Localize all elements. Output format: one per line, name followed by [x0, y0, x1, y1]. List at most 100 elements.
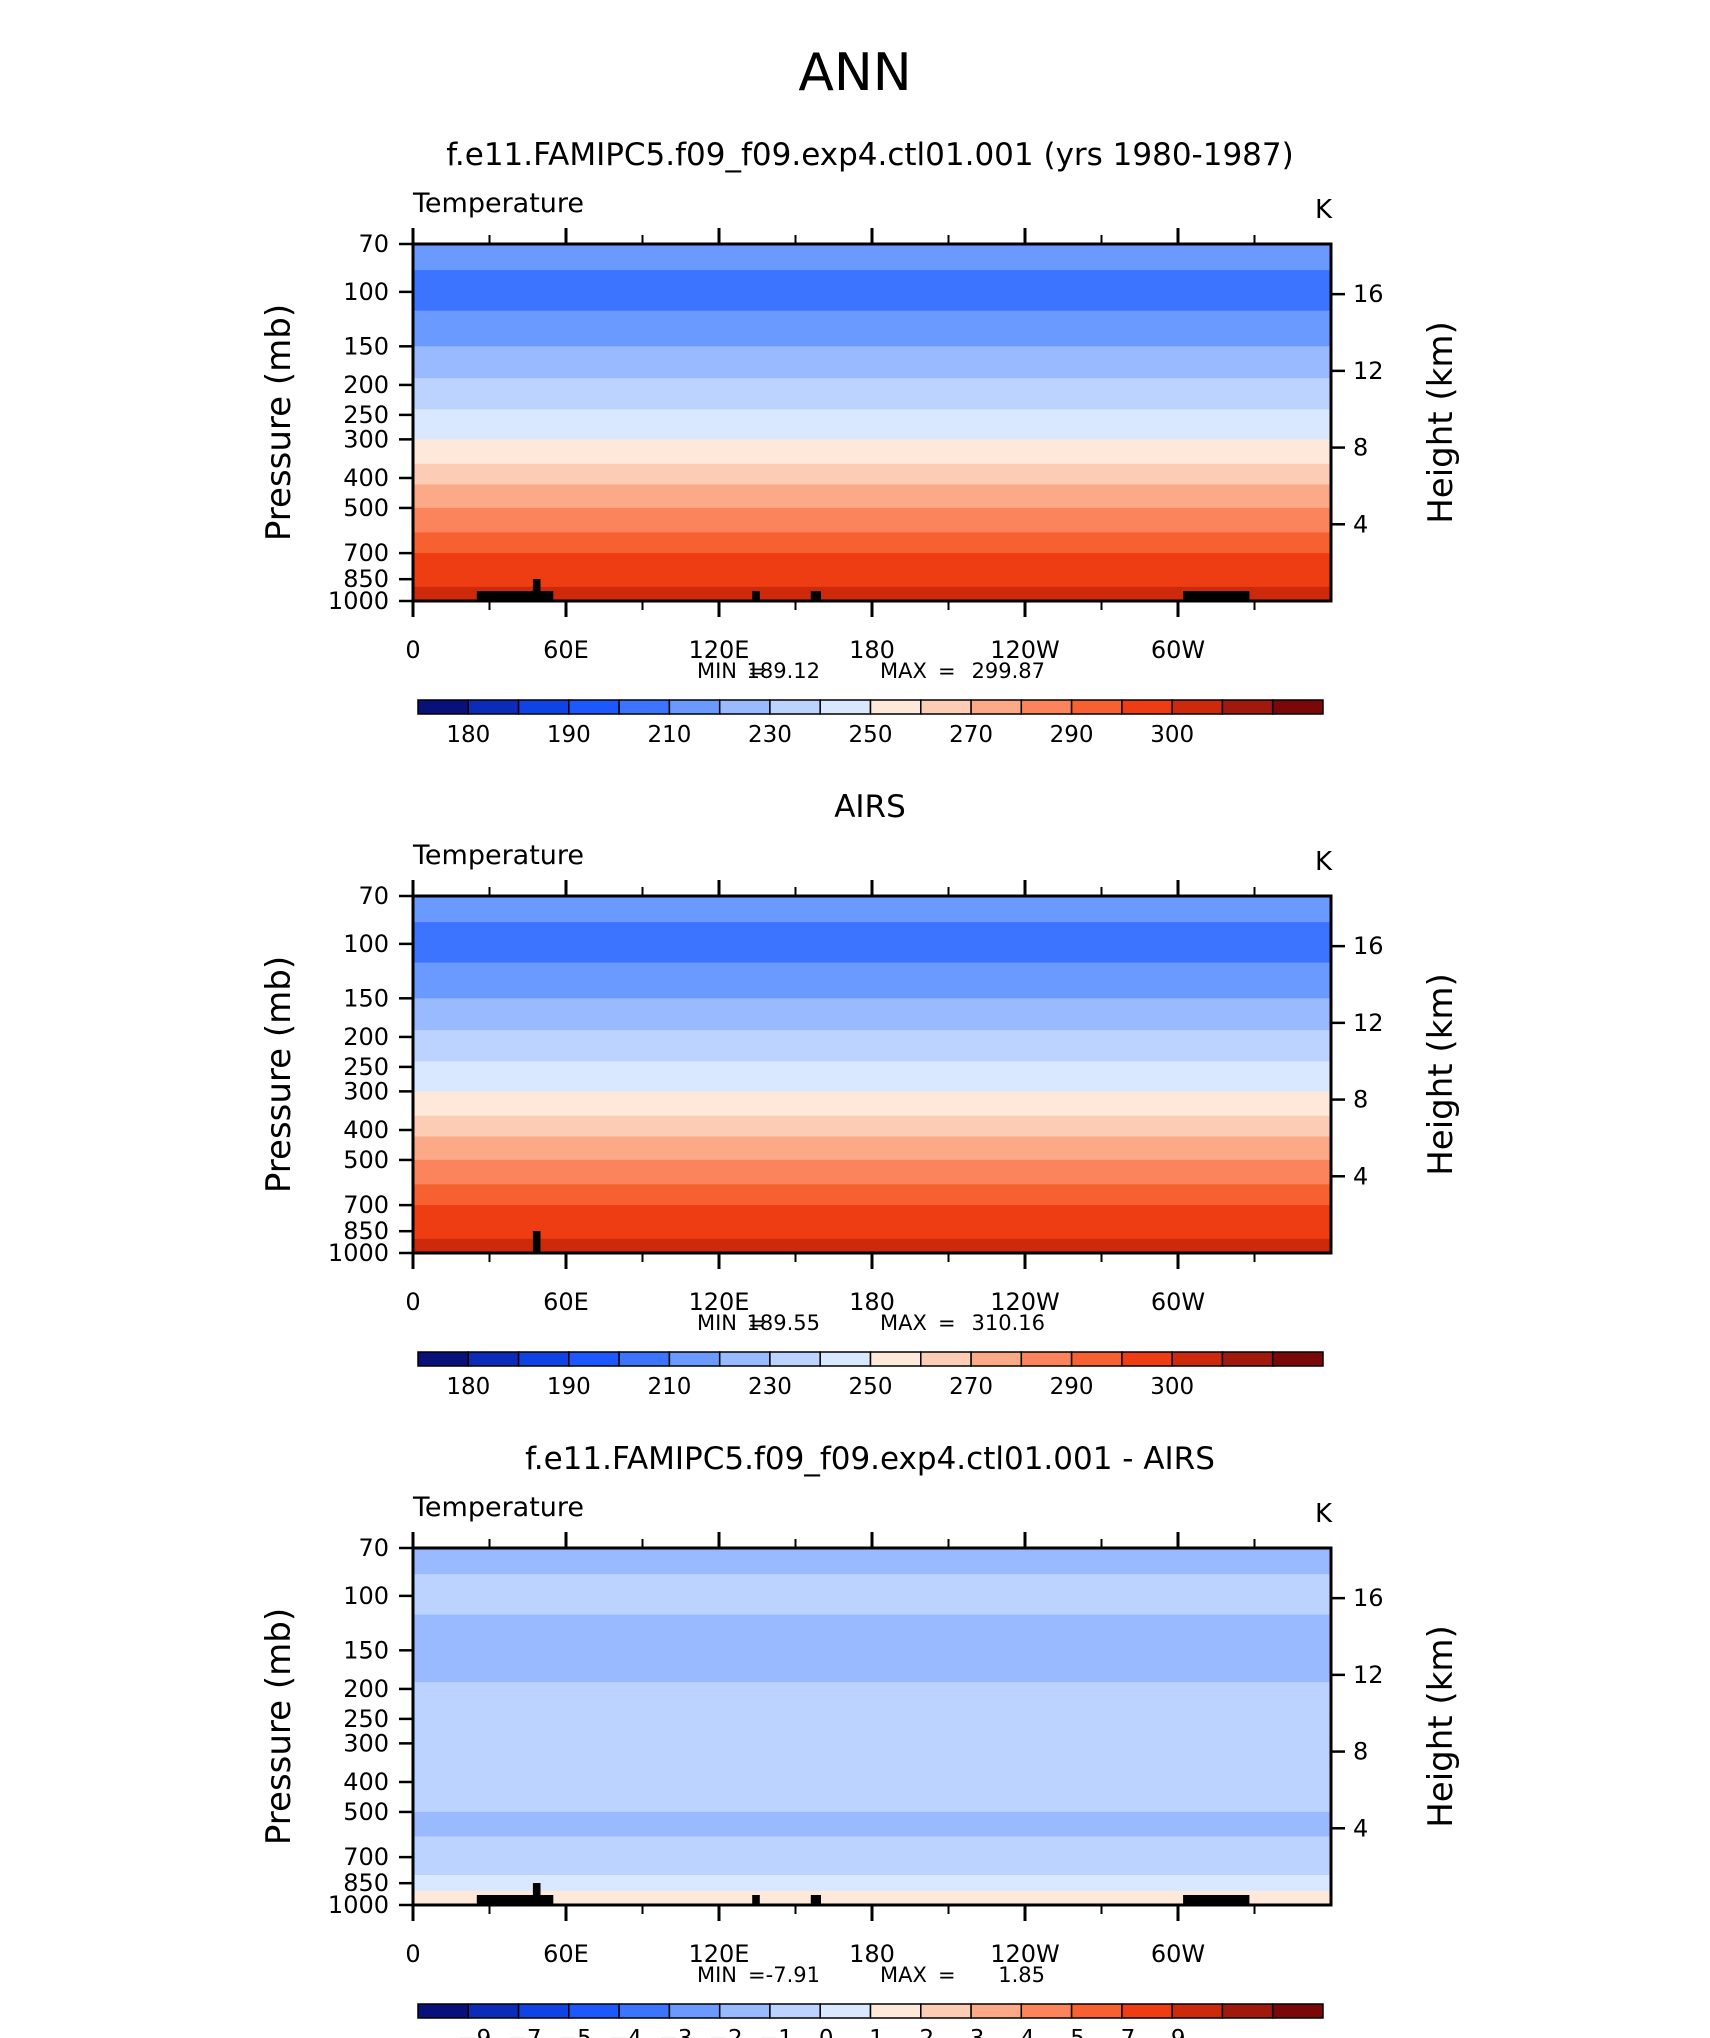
- colorbar-swatch: [970, 699, 1023, 715]
- contour-band: [413, 962, 1331, 999]
- contour-band: [413, 484, 1331, 509]
- variable-label: Temperature: [412, 1492, 584, 1523]
- y-tick-label-left: 400: [343, 1768, 389, 1796]
- contour-band: [413, 270, 1331, 293]
- stat-max-value: 1.85: [998, 1963, 1045, 1987]
- stat-max-label: MAX: [880, 1311, 927, 1335]
- colorbar-label: 190: [547, 1374, 591, 1400]
- y-tick-label-left: 1000: [328, 1239, 389, 1267]
- colorbar-label: 270: [949, 722, 993, 748]
- colorbar-swatch: [467, 699, 520, 715]
- colorbar-swatch: [1020, 2003, 1073, 2019]
- y-tick-label-left: 250: [343, 1053, 389, 1081]
- colorbar-label: 9: [1171, 2026, 1186, 2038]
- topography-block: [1183, 591, 1250, 601]
- x-tick-label: 120E: [689, 1288, 750, 1316]
- y-axis-title-left: Pressure (mb): [259, 304, 299, 541]
- contour-band: [413, 1713, 1331, 1744]
- colorbar-swatch: [718, 1351, 771, 1367]
- contour-band: [413, 1091, 1331, 1117]
- contour-band: [413, 1890, 1331, 1906]
- colorbar-label: 230: [748, 1374, 792, 1400]
- topography-block: [532, 1231, 541, 1253]
- stat-max-label: MAX: [880, 659, 927, 683]
- contour-band: [413, 1650, 1331, 1683]
- y-tick-label-left: 500: [343, 494, 389, 522]
- chart-panel: AIRS Temperature K 0 60E 120E 180 120W 60W 70 100 1…: [259, 789, 1461, 1400]
- colorbar-label: 190: [547, 722, 591, 748]
- topography-block: [810, 1895, 821, 1905]
- stat-max-equals: =: [938, 1963, 956, 1987]
- contour-band: [413, 1811, 1331, 1837]
- contour-band: [413, 439, 1331, 465]
- contour-band: [413, 1595, 1331, 1616]
- colorbar-swatch: [1221, 699, 1274, 715]
- colorbar-label: −7: [508, 2026, 542, 2038]
- y-tick-label-right: 8: [1353, 434, 1368, 462]
- x-tick-label: 60E: [543, 1288, 589, 1316]
- stat-min-equals: =: [748, 1963, 766, 1987]
- stat-max-value: 310.16: [972, 1311, 1045, 1335]
- y-tick-label-left: 400: [343, 1116, 389, 1144]
- colorbar-swatch: [668, 2003, 721, 2019]
- y-tick-label-left: 250: [343, 1705, 389, 1733]
- x-tick-label: 120W: [990, 1288, 1060, 1316]
- stat-min-value: -7.91: [766, 1963, 820, 1987]
- colorbar-swatch: [568, 699, 620, 715]
- units-label: K: [1315, 1499, 1333, 1529]
- colorbar-label: 7: [1121, 2026, 1136, 2038]
- contour-band: [413, 244, 1331, 271]
- panel-title: f.e11.FAMIPC5.f09_f09.exp4.ctl01.001 (yr…: [446, 137, 1293, 173]
- colorbar-swatch: [718, 2003, 771, 2019]
- colorbar-swatch: [1171, 1351, 1224, 1367]
- x-tick-label: 180: [849, 636, 895, 664]
- contour-band: [413, 1205, 1331, 1224]
- contour-band: [413, 1184, 1331, 1206]
- y-tick-label-left: 200: [343, 371, 389, 399]
- y-tick-label-left: 250: [343, 401, 389, 429]
- y-tick-label-left: 1000: [328, 587, 389, 615]
- colorbar-label: −5: [558, 2026, 592, 2038]
- y-tick-label-left: 100: [343, 278, 389, 306]
- colorbar-swatch: [618, 699, 671, 715]
- colorbar-label: −1: [759, 2026, 793, 2038]
- y-tick-label-left: 150: [343, 984, 389, 1012]
- y-tick-label-left: 200: [343, 1675, 389, 1703]
- y-tick-label-right: 16: [1353, 1584, 1384, 1612]
- y-tick-label-left: 150: [343, 1636, 389, 1664]
- colorbar-swatch: [1271, 1351, 1324, 1367]
- colorbar-swatch: [1121, 1351, 1173, 1367]
- colorbar-swatch: [819, 699, 872, 715]
- colorbar-swatch: [1121, 2003, 1173, 2019]
- contour-band: [413, 346, 1331, 379]
- colorbar-swatch: [1020, 699, 1073, 715]
- colorbar-swatch: [1020, 1351, 1073, 1367]
- colorbar-swatch: [920, 2003, 972, 2019]
- colorbar-swatch: [769, 2003, 821, 2019]
- colorbar-swatch: [718, 699, 771, 715]
- colorbar-swatch: [467, 2003, 520, 2019]
- x-tick-label: 60E: [543, 1940, 589, 1968]
- x-tick-label: 120E: [689, 1940, 750, 1968]
- stat-max-equals: =: [938, 659, 956, 683]
- colorbar-swatch: [668, 1351, 721, 1367]
- page-title: ANN: [798, 43, 911, 103]
- contour-band: [413, 553, 1331, 572]
- colorbar-swatch: [417, 2003, 470, 2019]
- y-tick-label-left: 300: [343, 425, 389, 453]
- topography-block: [810, 591, 821, 601]
- colorbar-swatch: [618, 2003, 671, 2019]
- contour-band: [413, 1223, 1331, 1240]
- colorbar-label: −3: [658, 2026, 692, 2038]
- contour-band: [413, 922, 1331, 945]
- y-tick-label-left: 300: [343, 1077, 389, 1105]
- contour-band: [413, 586, 1331, 602]
- units-label: K: [1315, 195, 1333, 225]
- y-tick-label-left: 850: [343, 1217, 389, 1245]
- y-tick-label-left: 100: [343, 930, 389, 958]
- colorbar-swatch: [920, 699, 972, 715]
- x-tick-label: 0: [405, 1940, 420, 1968]
- x-tick-label: 120W: [990, 1940, 1060, 1968]
- stat-min-label: MIN: [697, 1963, 737, 1987]
- contour-band: [413, 378, 1331, 411]
